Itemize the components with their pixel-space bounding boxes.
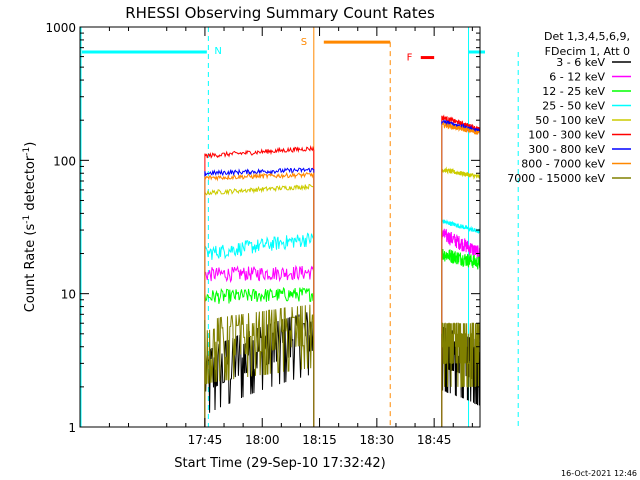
flare-flag-label: F (407, 53, 413, 64)
series-12-25-kev (204, 248, 481, 427)
series-trace (441, 322, 481, 427)
saa-flag-label: S (301, 37, 307, 48)
legend-label: 25 - 50 keV (542, 100, 605, 113)
series-trace (204, 286, 315, 427)
y-tick-label: 100 (53, 154, 76, 168)
series-trace (441, 166, 481, 427)
y-axis-label-part2: detector (23, 155, 38, 215)
series-trace (441, 121, 481, 427)
series-trace (204, 167, 315, 427)
legend: Det 1,3,4,5,6,9, FDecim 1, Att 0 3 - 6 k… (507, 30, 631, 185)
series-trace (441, 228, 481, 427)
x-tick-label: 18:00 (245, 433, 280, 447)
chart-title: RHESSI Observing Summary Count Rates (125, 4, 435, 22)
series-7000-15000-kev (204, 304, 481, 427)
x-tick-label: 18:30 (360, 433, 395, 447)
legend-label: 3 - 6 keV (556, 56, 605, 69)
legend-label: 300 - 800 keV (528, 143, 605, 156)
series-trace (204, 171, 315, 427)
y-axis-label: Count Rate (s-1 detector-1) (22, 142, 38, 313)
series-trace (441, 218, 481, 427)
y-axis-label-sup2: -1 (22, 147, 32, 156)
series-trace (204, 183, 315, 427)
legend-label: 800 - 7000 keV (521, 158, 605, 171)
series-25-50-kev (204, 218, 481, 427)
plot-area: N S F (80, 27, 519, 427)
x-tick-label: 17:45 (188, 433, 223, 447)
x-tick-label: 18:15 (302, 433, 337, 447)
night-flag-label: N (214, 46, 221, 57)
legend-label: 6 - 12 keV (549, 71, 605, 84)
legend-header-line1: Det 1,3,4,5,6,9, (544, 30, 630, 43)
footer-timestamp: 16-Oct-2021 12:46 (561, 469, 637, 478)
y-tick-label: 1 (68, 421, 76, 435)
x-axis-label: Start Time (29-Sep-10 17:32:42) (174, 456, 385, 471)
series-trace (441, 248, 481, 427)
legend-header-line2: FDecim 1, Att 0 (545, 45, 630, 58)
y-tick-label: 10 (61, 288, 76, 302)
y-axis-label-sup1: -1 (22, 215, 32, 224)
y-tick-label: 1000 (45, 21, 76, 35)
series-trace (204, 304, 315, 427)
series-trace (204, 264, 315, 427)
y-axis-label-part3: ) (23, 142, 38, 147)
series-trace (204, 144, 315, 427)
series-50-100-kev (204, 166, 481, 427)
plot-frame (79, 26, 481, 428)
legend-label: 12 - 25 keV (542, 85, 605, 98)
x-tick-label: 18:45 (417, 433, 452, 447)
legend-label: 7000 - 15000 keV (507, 172, 605, 185)
series-800-7000-kev (204, 121, 481, 427)
legend-label: 100 - 300 keV (528, 129, 605, 142)
axes: 17:45 18:00 18:15 18:30 18:45 1 10 100 1000 (45, 21, 481, 447)
legend-label: 50 - 100 keV (535, 114, 605, 127)
series-6-12-kev (204, 228, 481, 427)
y-axis-label-part1: Count Rate (s (23, 224, 38, 313)
series-trace (204, 232, 315, 427)
series-3-6-kev (204, 312, 481, 427)
